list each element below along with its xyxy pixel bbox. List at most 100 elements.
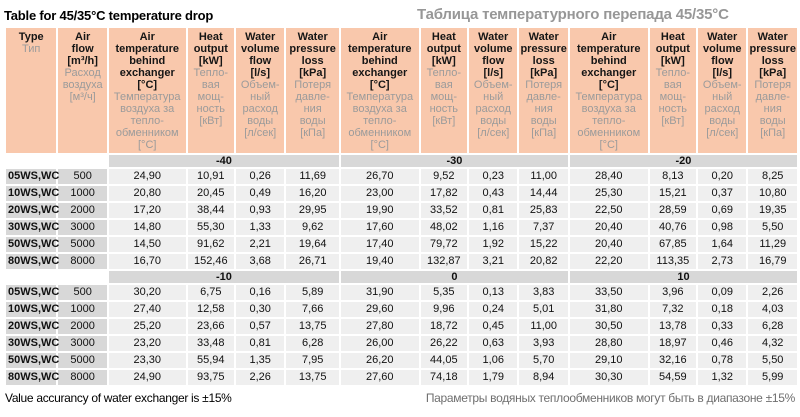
value-cell: 32,16 (649, 353, 697, 368)
value-cell: 7,37 (519, 220, 568, 235)
value-cell: 3,83 (519, 285, 568, 300)
table-row: 80WS,WC 8000 16,70 152,46 3,68 26,71 19,40 132,… (6, 254, 797, 269)
air-flow-cell: 2000 (58, 203, 107, 218)
air-flow-cell: 1000 (58, 302, 107, 317)
type-cell: 20WS,WC (6, 203, 60, 218)
value-cell: 19,90 (340, 203, 419, 218)
value-cell: 27,40 (108, 302, 186, 317)
value-cell: 31,90 (340, 285, 419, 300)
value-cell: 0,81 (469, 203, 518, 218)
value-cell: 0,37 (698, 186, 747, 201)
value-cell: 29,60 (340, 302, 419, 317)
air-flow-cell: 8000 (58, 370, 107, 385)
value-cell: 7,95 (286, 353, 339, 368)
value-cell: 20,45 (187, 186, 234, 201)
value-cell: 23,20 (108, 336, 186, 351)
value-cell: 26,71 (286, 254, 339, 269)
air-flow-cell: 8000 (58, 254, 107, 269)
col-header-heat-output-en: Heat output [kW] (426, 31, 461, 67)
col-header-water-volume-en: Water volume flow [l/s] (702, 31, 742, 79)
value-cell: 6,28 (286, 336, 339, 351)
value-cell: 1,16 (469, 220, 518, 235)
temperature-band-label: -10 (108, 271, 339, 283)
value-cell: 11,29 (748, 237, 797, 252)
value-cell: 16,70 (108, 254, 186, 269)
value-cell: 17,60 (340, 220, 419, 235)
col-header-water-pressure-en: Water pressure loss [kPa] (289, 31, 336, 79)
table-row: 50WS,WC 5000 23,30 55,94 1,35 7,95 26,20 44,05 1… (6, 353, 797, 368)
value-cell: 0,57 (236, 319, 285, 334)
value-cell: 26,22 (420, 336, 468, 351)
col-header-water-pressure-ru: Потеря давле- ния воды [кПа] (525, 79, 563, 139)
value-cell: 22,50 (569, 203, 648, 218)
col-header-heat-output-ru: Тепло- вая мощ- ность [кВт] (426, 67, 462, 127)
value-cell: 12,58 (187, 302, 234, 317)
value-cell: 9,96 (420, 302, 468, 317)
value-cell: 67,85 (649, 237, 697, 252)
table-row: 05WS,WC 500 30,20 6,75 0,16 5,89 31,90 5,35 0,13… (6, 285, 797, 300)
type-cell: 10WS,WC (6, 186, 60, 201)
value-cell: 14,80 (108, 220, 186, 235)
footer-note-ru: Параметры водяных теплообменников могут … (425, 391, 795, 405)
air-flow-cell: 5000 (58, 353, 107, 368)
type-cell: 20WS,WC (6, 319, 60, 334)
value-cell: 30,30 (569, 370, 648, 385)
value-cell: 11,00 (519, 319, 568, 334)
value-cell: 18,97 (649, 336, 697, 351)
type-cell: 50WS,WC (6, 237, 60, 252)
value-cell: 2,73 (698, 254, 747, 269)
value-cell: 1,79 (469, 370, 518, 385)
value-cell: 17,40 (340, 237, 419, 252)
value-cell: 13,75 (286, 319, 339, 334)
col-header-water-volume-1: Water volume flow [l/s] Объем- ный расхо… (236, 28, 285, 153)
value-cell: 22,20 (569, 254, 648, 269)
temperature-band-row: -10 0 10 (6, 271, 797, 283)
value-cell: 29,95 (286, 203, 339, 218)
air-flow-cell: 2000 (58, 319, 107, 334)
value-cell: 0,45 (469, 319, 518, 334)
col-header-water-volume-2: Water volume flow [l/s] Объем- ный расхо… (469, 28, 518, 153)
temperature-band-label: -20 (569, 155, 797, 167)
col-header-type: Type Тип (6, 28, 57, 153)
value-cell: 3,68 (236, 254, 285, 269)
value-cell: 14,50 (108, 237, 186, 252)
value-cell: 30,50 (569, 319, 648, 334)
value-cell: 7,32 (649, 302, 697, 317)
col-header-air-flow-en: Air flow [m³/h] (67, 31, 98, 67)
value-cell: 8,25 (748, 169, 797, 184)
col-header-air-temp-en: Air temperature behind exchanger [°C] (347, 31, 412, 91)
value-cell: 0,09 (698, 285, 747, 300)
value-cell: 15,21 (649, 186, 697, 201)
col-header-water-pressure-en: Water pressure loss [kPa] (520, 31, 567, 79)
table-row: 10WS,WC 1000 27,40 12,58 0,30 7,66 29,60 9,96 0,… (6, 302, 797, 317)
value-cell: 0,69 (698, 203, 747, 218)
col-header-water-pressure-ru: Потеря давле- ния воды [кПа] (754, 79, 792, 139)
value-cell: 23,66 (187, 319, 234, 334)
value-cell: 0,30 (236, 302, 285, 317)
value-cell: 38,44 (187, 203, 234, 218)
value-cell: 44,05 (420, 353, 468, 368)
value-cell: 0,24 (469, 302, 518, 317)
value-cell: 10,91 (187, 169, 234, 184)
table-row: 80WS,WC 8000 24,90 93,75 2,26 13,75 27,60 74,18… (6, 370, 797, 385)
table-row: 30WS,WC 3000 14,80 55,30 1,33 9,62 17,60 48,02 1… (6, 220, 797, 235)
value-cell: 4,03 (748, 302, 797, 317)
type-cell: 10WS,WC (6, 302, 60, 317)
value-cell: 26,00 (340, 336, 419, 351)
value-cell: 19,35 (748, 203, 797, 218)
value-cell: 0,93 (236, 203, 285, 218)
value-cell: 0,26 (236, 169, 285, 184)
value-cell: 4,32 (748, 336, 797, 351)
col-header-heat-output-1: Heat output [kW] Тепло- вая мощ- ность [… (187, 28, 234, 153)
col-header-heat-output-3: Heat output [kW] Тепло- вая мощ- ность [… (649, 28, 697, 153)
col-header-water-volume-ru: Объем- ный расход воды [л/сек] (473, 79, 513, 139)
value-cell: 79,72 (420, 237, 468, 252)
col-header-air-temp-en: Air temperature behind exchanger [°C] (576, 31, 641, 91)
page-title-ru: Таблица температурного перепада 45/35°C (417, 6, 729, 23)
value-cell: 91,62 (187, 237, 234, 252)
air-flow-cell: 3000 (58, 220, 107, 235)
value-cell: 19,64 (286, 237, 339, 252)
value-cell: 25,20 (108, 319, 186, 334)
air-flow-cell: 500 (58, 285, 107, 300)
value-cell: 0,20 (698, 169, 747, 184)
